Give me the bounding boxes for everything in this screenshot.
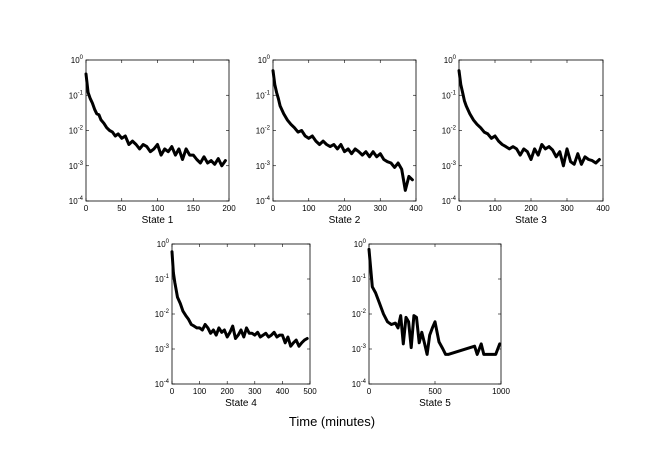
y-tick-label: 100: [444, 55, 457, 65]
x-tick-label: 0: [170, 387, 175, 396]
y-tick-label: 10-1: [256, 90, 271, 100]
y-tick-label: 10-3: [256, 161, 271, 171]
axes-frame: [458, 59, 604, 202]
y-tick-label: 10-1: [155, 274, 170, 284]
x-tick-label: 400: [276, 387, 290, 396]
x-tick-label: 300: [374, 204, 388, 213]
y-tick-label: 100: [258, 55, 271, 65]
panel-xlabel: State 3: [515, 215, 547, 226]
y-tick-label: 10-2: [442, 126, 457, 136]
y-tick-label: 10-4: [256, 196, 271, 206]
axes-frame: [272, 59, 417, 202]
x-tick-label: 200: [338, 204, 352, 213]
series-line-state-5: [367, 247, 502, 356]
x-tick-label: 0: [84, 204, 89, 213]
panel-xlabel: State 1: [142, 215, 174, 226]
y-tick-label: 10-3: [442, 161, 457, 171]
x-tick-label: 200: [222, 204, 236, 213]
y-tick-label: 10-3: [155, 344, 170, 354]
panel-xlabel: State 5: [419, 398, 451, 409]
panel-xlabel: State 4: [225, 398, 257, 409]
x-tick-label: 1000: [492, 387, 510, 396]
panel-xlabel: State 2: [329, 215, 361, 226]
y-tick-label: 10-4: [155, 379, 170, 389]
x-tick-label: 0: [457, 204, 462, 213]
common-x-axis-label: Time (minutes): [288, 414, 376, 429]
y-tick-label: 100: [354, 239, 367, 249]
x-tick-label: 50: [117, 204, 126, 213]
x-tick-label: 300: [248, 387, 262, 396]
x-tick-label: 200: [221, 387, 235, 396]
y-tick-label: 10-2: [155, 309, 170, 319]
y-tick-label: 100: [71, 55, 84, 65]
y-tick-label: 10-3: [69, 161, 84, 171]
x-tick-label: 400: [409, 204, 423, 213]
series-line-state-2: [271, 69, 414, 192]
panel-state-2: 0 100 200 300 400 100 10-1 10-2 10-3 10-4 State 2: [256, 55, 423, 226]
axes-frame: [171, 243, 311, 385]
y-tick-label: 10-1: [442, 90, 457, 100]
y-tick-label: 10-4: [352, 379, 367, 389]
x-tick-label: 400: [596, 204, 610, 213]
y-tick-label: 10-4: [69, 196, 84, 206]
x-tick-label: 300: [560, 204, 574, 213]
y-tick-label: 10-2: [256, 126, 271, 136]
x-tick-label: 0: [367, 387, 372, 396]
y-tick-label: 10-1: [352, 274, 367, 284]
series-line-state-3: [457, 69, 601, 168]
y-tick-label: 10-3: [352, 344, 367, 354]
x-tick-label: 0: [271, 204, 276, 213]
series-line-state-1: [84, 72, 227, 168]
y-tick-label: 100: [157, 239, 170, 249]
y-tick-label: 10-2: [352, 309, 367, 319]
panel-state-1: 0 50 100 150 200 100 10-1 10-2 10-3 10-4 State 1: [69, 55, 236, 226]
x-tick-label: 150: [187, 204, 201, 213]
panel-state-3: 0 100 200 300 400 100 10-1 10-2 10-3 10-4 State 3: [442, 55, 610, 226]
series-line-state-4: [170, 250, 309, 348]
x-tick-label: 100: [488, 204, 502, 213]
panel-state-4: 0 100 200 300 400 500 100 10-1 10-2 10-3 10-4 State…: [155, 239, 317, 409]
x-tick-label: 100: [302, 204, 316, 213]
y-tick-label: 10-1: [69, 90, 84, 100]
x-tick-label: 100: [151, 204, 165, 213]
axes-frame: [368, 243, 502, 385]
x-tick-label: 500: [303, 387, 317, 396]
y-tick-label: 10-4: [442, 196, 457, 206]
y-tick-label: 10-2: [69, 126, 84, 136]
panel-state-5: 0 500 1000 100 10-1 10-2 10-3 10-4 State 5: [352, 239, 511, 409]
x-tick-label: 100: [193, 387, 207, 396]
x-tick-label: 500: [428, 387, 442, 396]
x-tick-label: 200: [524, 204, 538, 213]
